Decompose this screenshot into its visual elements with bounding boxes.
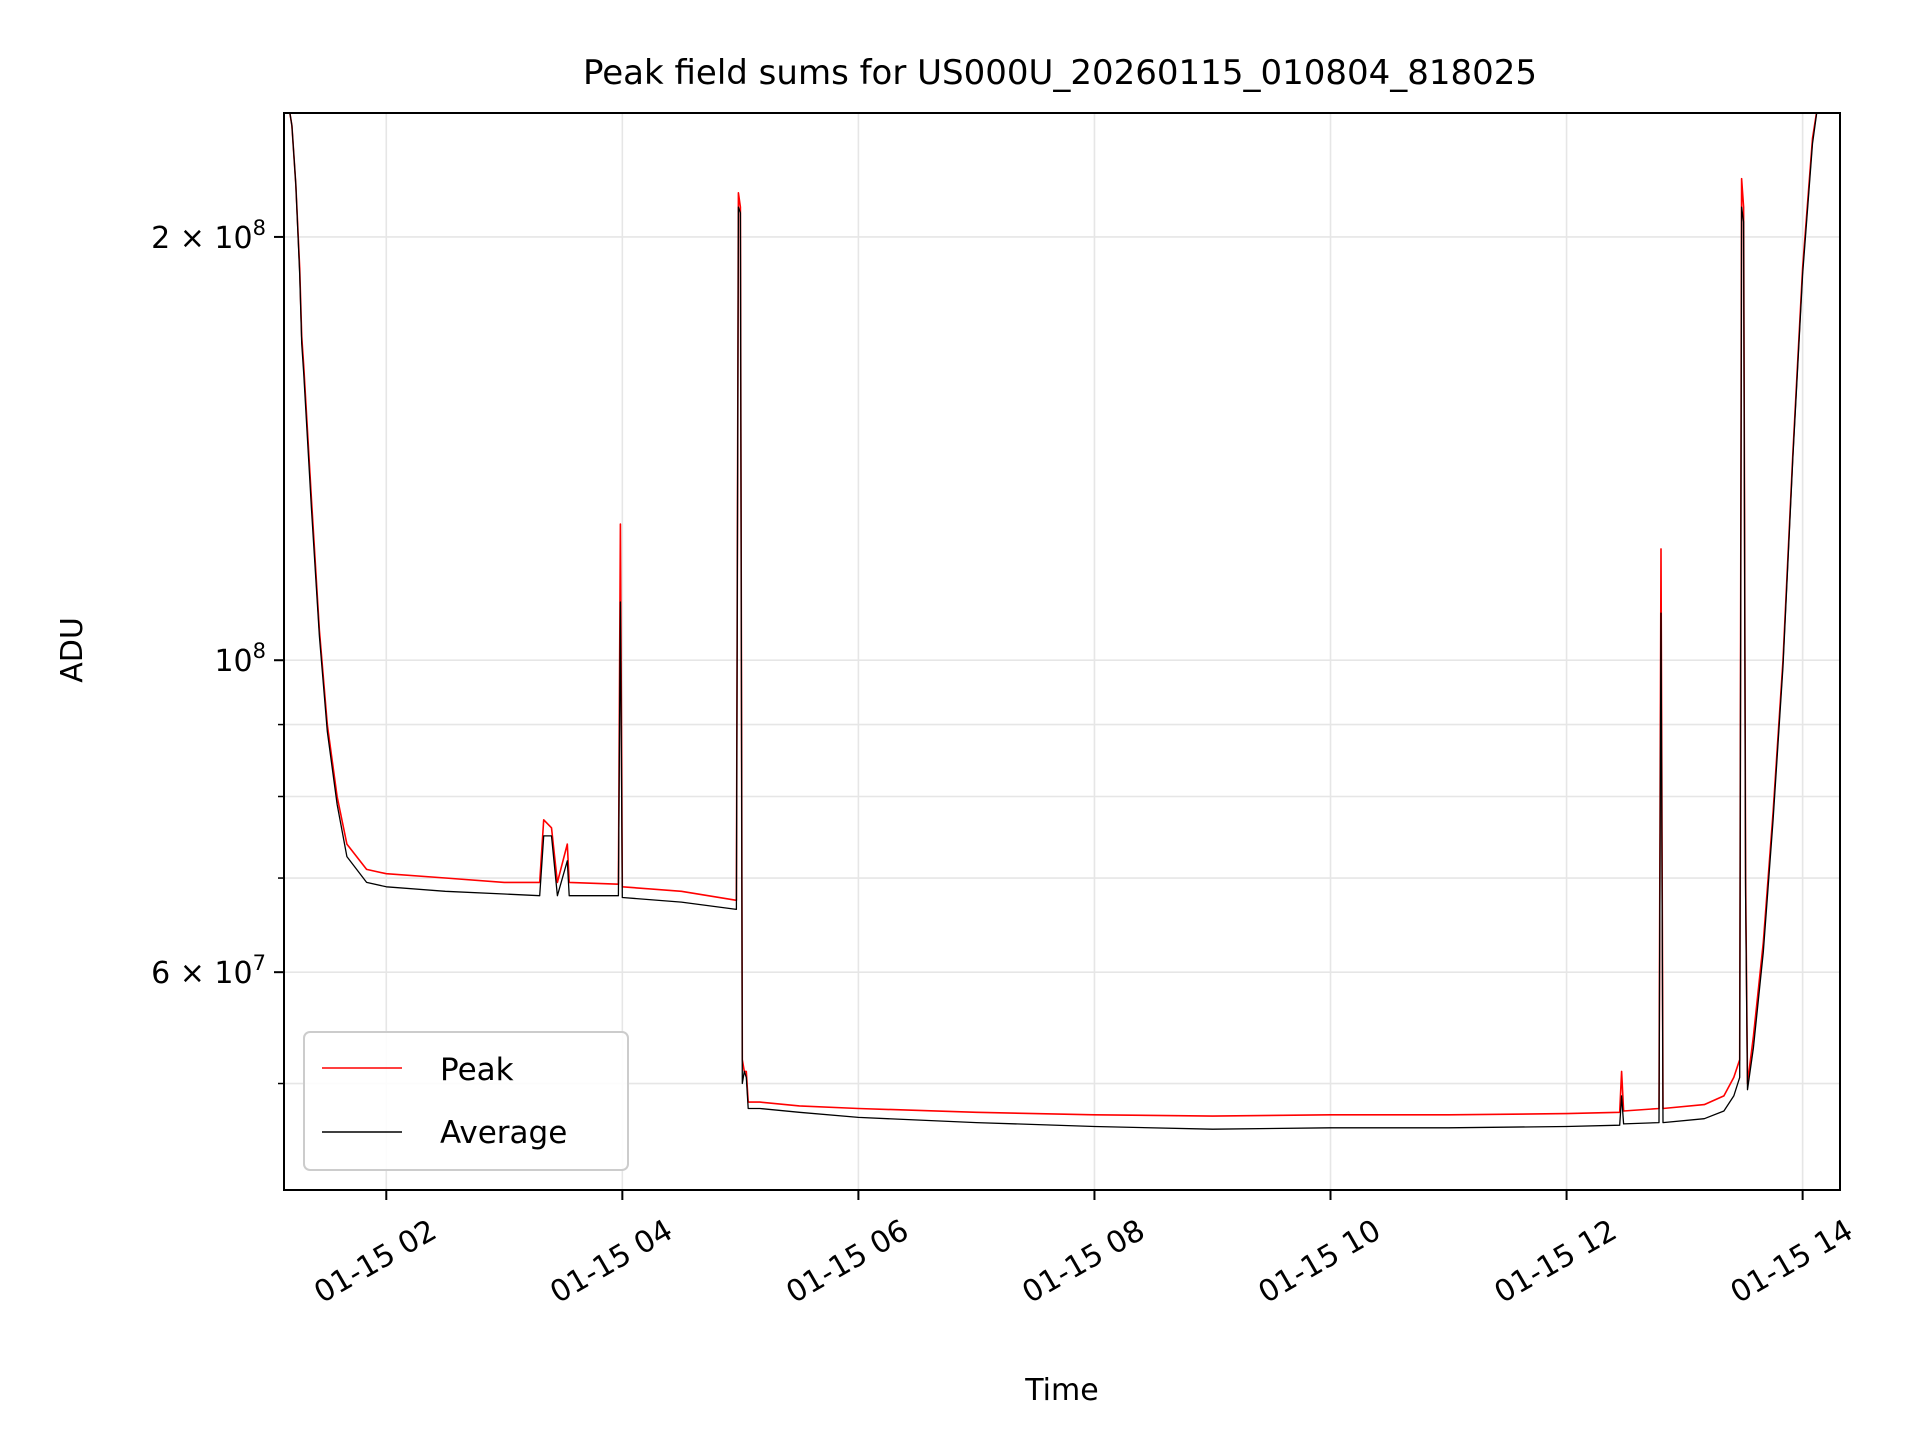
y-axis-label: ADU (55, 617, 90, 683)
y-tick-label: 2 × 108 (151, 216, 266, 256)
legend-label-peak: Peak (440, 1052, 514, 1088)
series-lines (289, 113, 1818, 1130)
legend-box (303, 1031, 629, 1171)
legend-label-average: Average (440, 1115, 567, 1151)
x-axis-label: Time (1024, 1373, 1098, 1408)
grid (284, 113, 1840, 1190)
series-average-line (289, 113, 1818, 1130)
chart-title: Peak field sums for US000U_20260115_0108… (583, 53, 1537, 93)
legend: Peak Average (303, 1031, 629, 1171)
plot-frame (283, 112, 1841, 1191)
y-tick-label: 6 × 107 (151, 951, 266, 991)
y-tick-label: 108 (214, 639, 266, 679)
